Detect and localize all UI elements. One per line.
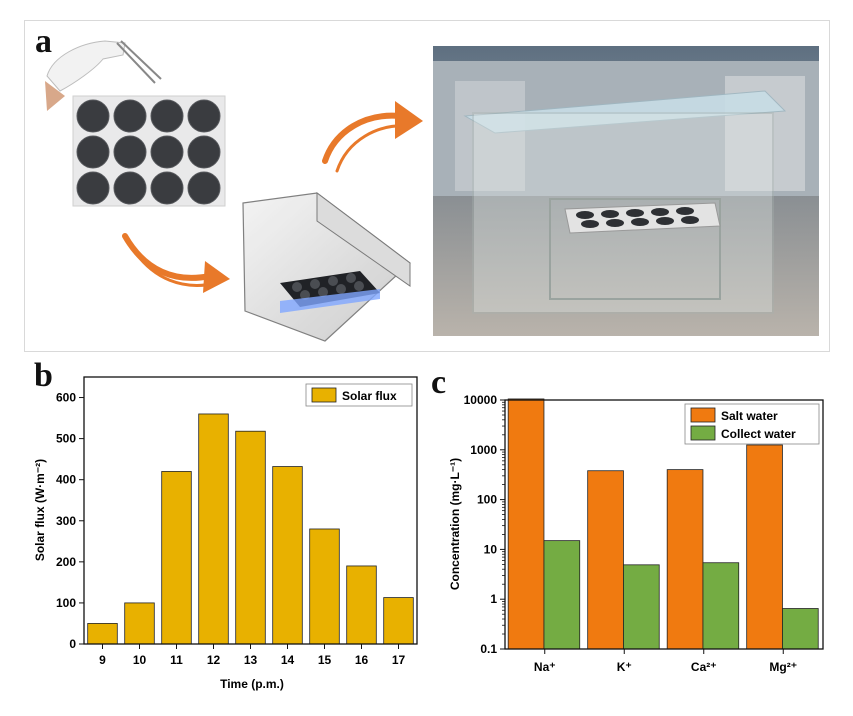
y-tick-label: 400 bbox=[56, 473, 76, 487]
legend: Salt water Collect water bbox=[684, 403, 820, 445]
bar-collect-water-0 bbox=[543, 540, 581, 650]
x-tick-label: K⁺ bbox=[617, 660, 632, 674]
bar-salt-water-2 bbox=[666, 469, 704, 650]
bar-10 bbox=[124, 602, 155, 645]
bar-collect-water-3 bbox=[782, 608, 819, 650]
y-tick-label: 200 bbox=[56, 555, 76, 569]
y-tick-label: 300 bbox=[56, 514, 76, 528]
bar-16 bbox=[346, 565, 377, 645]
x-tick-label: 12 bbox=[207, 653, 221, 667]
y-tick-label: 10000 bbox=[464, 393, 498, 407]
legend-label-collect-water: Collect water bbox=[721, 427, 796, 441]
legend-label-salt-water: Salt water bbox=[721, 409, 778, 423]
y-axis-label: Solar flux (W·m⁻²) bbox=[33, 459, 47, 561]
panel-a-label: a bbox=[35, 23, 52, 60]
x-tick-label: 17 bbox=[392, 653, 406, 667]
gloved-hand-icon bbox=[45, 40, 162, 111]
bar-17 bbox=[383, 597, 414, 645]
sample-discs-photo bbox=[72, 95, 226, 207]
bar-salt-water-3 bbox=[746, 444, 783, 650]
bar-collect-water-1 bbox=[623, 564, 660, 650]
x-tick-label: 9 bbox=[99, 653, 106, 667]
legend: Solar flux bbox=[305, 383, 413, 407]
y-tick-label: 1 bbox=[490, 592, 497, 606]
y-tick-label: 600 bbox=[56, 391, 76, 405]
bar-salt-water-0 bbox=[507, 398, 545, 650]
plot-frame bbox=[504, 399, 824, 650]
outdoor-prototype-photo bbox=[433, 46, 819, 336]
bar-salt-water-1 bbox=[587, 470, 624, 650]
y-axis-label: Concentration (mg·L⁻¹) bbox=[448, 458, 462, 590]
x-tick-label: 10 bbox=[133, 653, 147, 667]
bar-collect-water-2 bbox=[702, 562, 740, 650]
evaporator-schematic bbox=[242, 191, 411, 342]
bar-9 bbox=[87, 623, 118, 645]
bar-14 bbox=[272, 466, 303, 645]
bar-13 bbox=[235, 430, 266, 645]
x-tick-label: 13 bbox=[244, 653, 258, 667]
bar-11 bbox=[161, 471, 192, 645]
y-tick-label: 0 bbox=[69, 637, 76, 651]
x-tick-label: Mg²⁺ bbox=[769, 660, 797, 674]
legend-label-solar-flux: Solar flux bbox=[342, 389, 397, 403]
panel-a-figure: a bbox=[24, 20, 830, 352]
bar-15 bbox=[309, 528, 340, 645]
panel-a-illustration bbox=[45, 40, 819, 342]
y-tick-label: 1000 bbox=[470, 443, 497, 457]
orange-arrow-icon bbox=[322, 101, 423, 173]
legend-swatch-salt-water bbox=[690, 407, 716, 423]
legend-swatch-collect-water bbox=[690, 425, 716, 441]
x-tick-label: 11 bbox=[170, 653, 183, 667]
panel-c-label: c bbox=[431, 364, 447, 401]
x-tick-label: Na⁺ bbox=[534, 660, 556, 674]
y-tick-label: 100 bbox=[56, 596, 76, 610]
x-tick-label: 16 bbox=[355, 653, 369, 667]
x-tick-label: Ca²⁺ bbox=[691, 660, 717, 674]
y-tick-label: 0.1 bbox=[480, 642, 497, 656]
y-tick-label: 500 bbox=[56, 432, 76, 446]
x-axis-label: Time (p.m.) bbox=[220, 677, 284, 691]
bar-12 bbox=[198, 413, 229, 645]
y-tick-label: 100 bbox=[477, 493, 497, 507]
y-tick-label: 10 bbox=[484, 542, 498, 556]
solar-flux-chart: 0 100 200 300 400 500 600 9 10 11 12 13 14 15 16 17 Ti… bbox=[33, 376, 418, 691]
orange-arrow-icon bbox=[122, 233, 230, 293]
concentration-chart: 0.1 1 10 100 1000 10000 Na⁺ K⁺ Ca²⁺ Mg²⁺ Concent… bbox=[448, 393, 824, 674]
x-tick-label: 14 bbox=[281, 653, 295, 667]
x-tick-label: 15 bbox=[318, 653, 332, 667]
legend-swatch-solar-flux bbox=[311, 387, 337, 403]
panel-b-label: b bbox=[34, 357, 53, 394]
